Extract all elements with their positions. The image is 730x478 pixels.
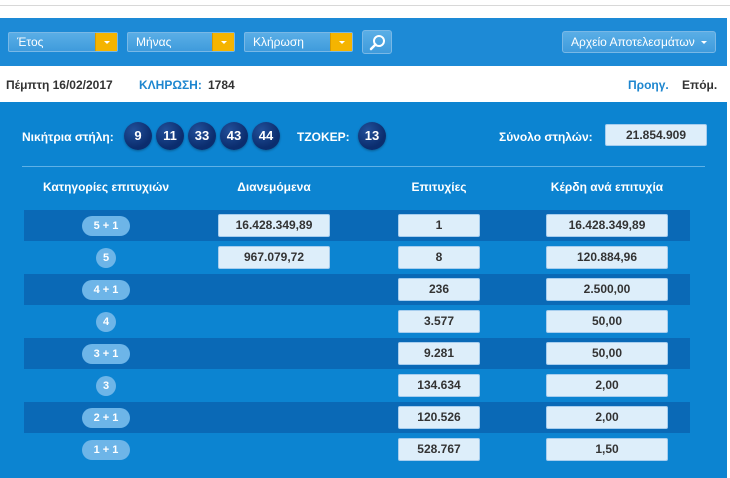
chevron-down-icon	[330, 33, 352, 51]
search-icon	[369, 35, 385, 51]
table-row: 4 + 1 236 2.500,00	[24, 274, 690, 305]
top-border	[0, 0, 730, 6]
archive-label: Αρχείο Αποτελεσμάτων	[571, 35, 695, 49]
winning-number-ball: 33	[188, 122, 216, 150]
chevron-down-icon	[95, 33, 117, 51]
draw-dropdown[interactable]: Κλήρωση	[244, 32, 353, 52]
divider	[22, 166, 705, 167]
month-dropdown-label: Μήνας	[136, 35, 172, 49]
category-badge: 4	[96, 312, 116, 332]
winning-column-label: Νικήτρια στήλη:	[22, 130, 114, 144]
table-row: 5 + 1 16.428.349,89 1 16.428.349,89	[24, 210, 690, 241]
table-row: 1 + 1 528.767 1,50	[24, 434, 690, 465]
winners-cell: 3.577	[398, 310, 480, 333]
prize-cell: 2,00	[546, 374, 668, 397]
header-distributed: Διανεμόμενα	[237, 180, 311, 194]
winning-number-ball: 11	[156, 122, 184, 150]
total-columns-value: 21.854.909	[605, 124, 707, 146]
table-row: 2 + 1 120.526 2,00	[24, 402, 690, 433]
winning-number-ball: 43	[220, 122, 248, 150]
results-panel: Νικήτρια στήλη: 9 11 33 43 44 ΤΖΟΚΕΡ: 13…	[0, 102, 727, 478]
filter-toolbar: Έτος Μήνας Κλήρωση Αρχείο Αποτελεσμάτων	[0, 18, 727, 66]
winners-cell: 120.526	[398, 406, 480, 429]
total-columns-label: Σύνολο στηλών:	[499, 130, 593, 144]
prize-cell: 2.500,00	[546, 278, 668, 301]
joker-label: ΤΖΟΚΕΡ:	[297, 130, 350, 144]
winners-cell: 134.634	[398, 374, 480, 397]
header-categories: Κατηγορίες επιτυχιών	[42, 180, 170, 194]
winners-cell: 528.767	[398, 438, 480, 461]
category-badge: 5 + 1	[82, 216, 130, 236]
winning-number-ball: 44	[252, 122, 280, 150]
distributed-cell: 967.079,72	[218, 246, 330, 269]
prize-cell: 50,00	[546, 310, 668, 333]
draw-info-bar: Πέμπτη 16/02/2017 ΚΛΗΡΩΣΗ: 1784 Προηγ. Ε…	[0, 66, 727, 102]
draw-label: ΚΛΗΡΩΣΗ:	[139, 78, 202, 92]
draw-dropdown-label: Κλήρωση	[253, 35, 304, 49]
winners-cell: 1	[398, 214, 480, 237]
next-draw-link[interactable]: Επόμ.	[682, 78, 718, 92]
chevron-down-icon	[212, 33, 234, 51]
prize-cell: 16.428.349,89	[546, 214, 668, 237]
chevron-down-icon	[701, 41, 707, 44]
draw-number: 1784	[208, 78, 235, 92]
table-row: 5 967.079,72 8 120.884,96	[24, 242, 690, 273]
search-button[interactable]	[362, 30, 392, 54]
header-prize-per-win: Κέρδη ανά επιτυχία	[550, 180, 664, 194]
header-winners: Επιτυχίες	[411, 180, 467, 194]
table-row: 3 134.634 2,00	[24, 370, 690, 401]
draw-date: Πέμπτη 16/02/2017	[6, 78, 113, 92]
winning-number-ball: 9	[124, 122, 152, 150]
winners-cell: 9.281	[398, 342, 480, 365]
winners-cell: 8	[398, 246, 480, 269]
year-dropdown[interactable]: Έτος	[8, 32, 118, 52]
joker-ball: 13	[358, 122, 386, 150]
category-badge: 3 + 1	[82, 344, 130, 364]
year-dropdown-label: Έτος	[17, 35, 44, 49]
category-badge: 4 + 1	[82, 280, 130, 300]
category-badge: 5	[96, 248, 116, 268]
prize-cell: 120.884,96	[546, 246, 668, 269]
month-dropdown[interactable]: Μήνας	[127, 32, 235, 52]
category-badge: 2 + 1	[82, 408, 130, 428]
winners-cell: 236	[398, 278, 480, 301]
previous-draw-link[interactable]: Προηγ.	[628, 78, 669, 92]
category-badge: 1 + 1	[82, 440, 130, 460]
table-row: 3 + 1 9.281 50,00	[24, 338, 690, 369]
distributed-cell: 16.428.349,89	[218, 214, 330, 237]
prize-cell: 1,50	[546, 438, 668, 461]
category-badge: 3	[96, 376, 116, 396]
results-archive-button[interactable]: Αρχείο Αποτελεσμάτων	[562, 31, 716, 53]
table-row: 4 3.577 50,00	[24, 306, 690, 337]
prize-cell: 2,00	[546, 406, 668, 429]
prize-cell: 50,00	[546, 342, 668, 365]
